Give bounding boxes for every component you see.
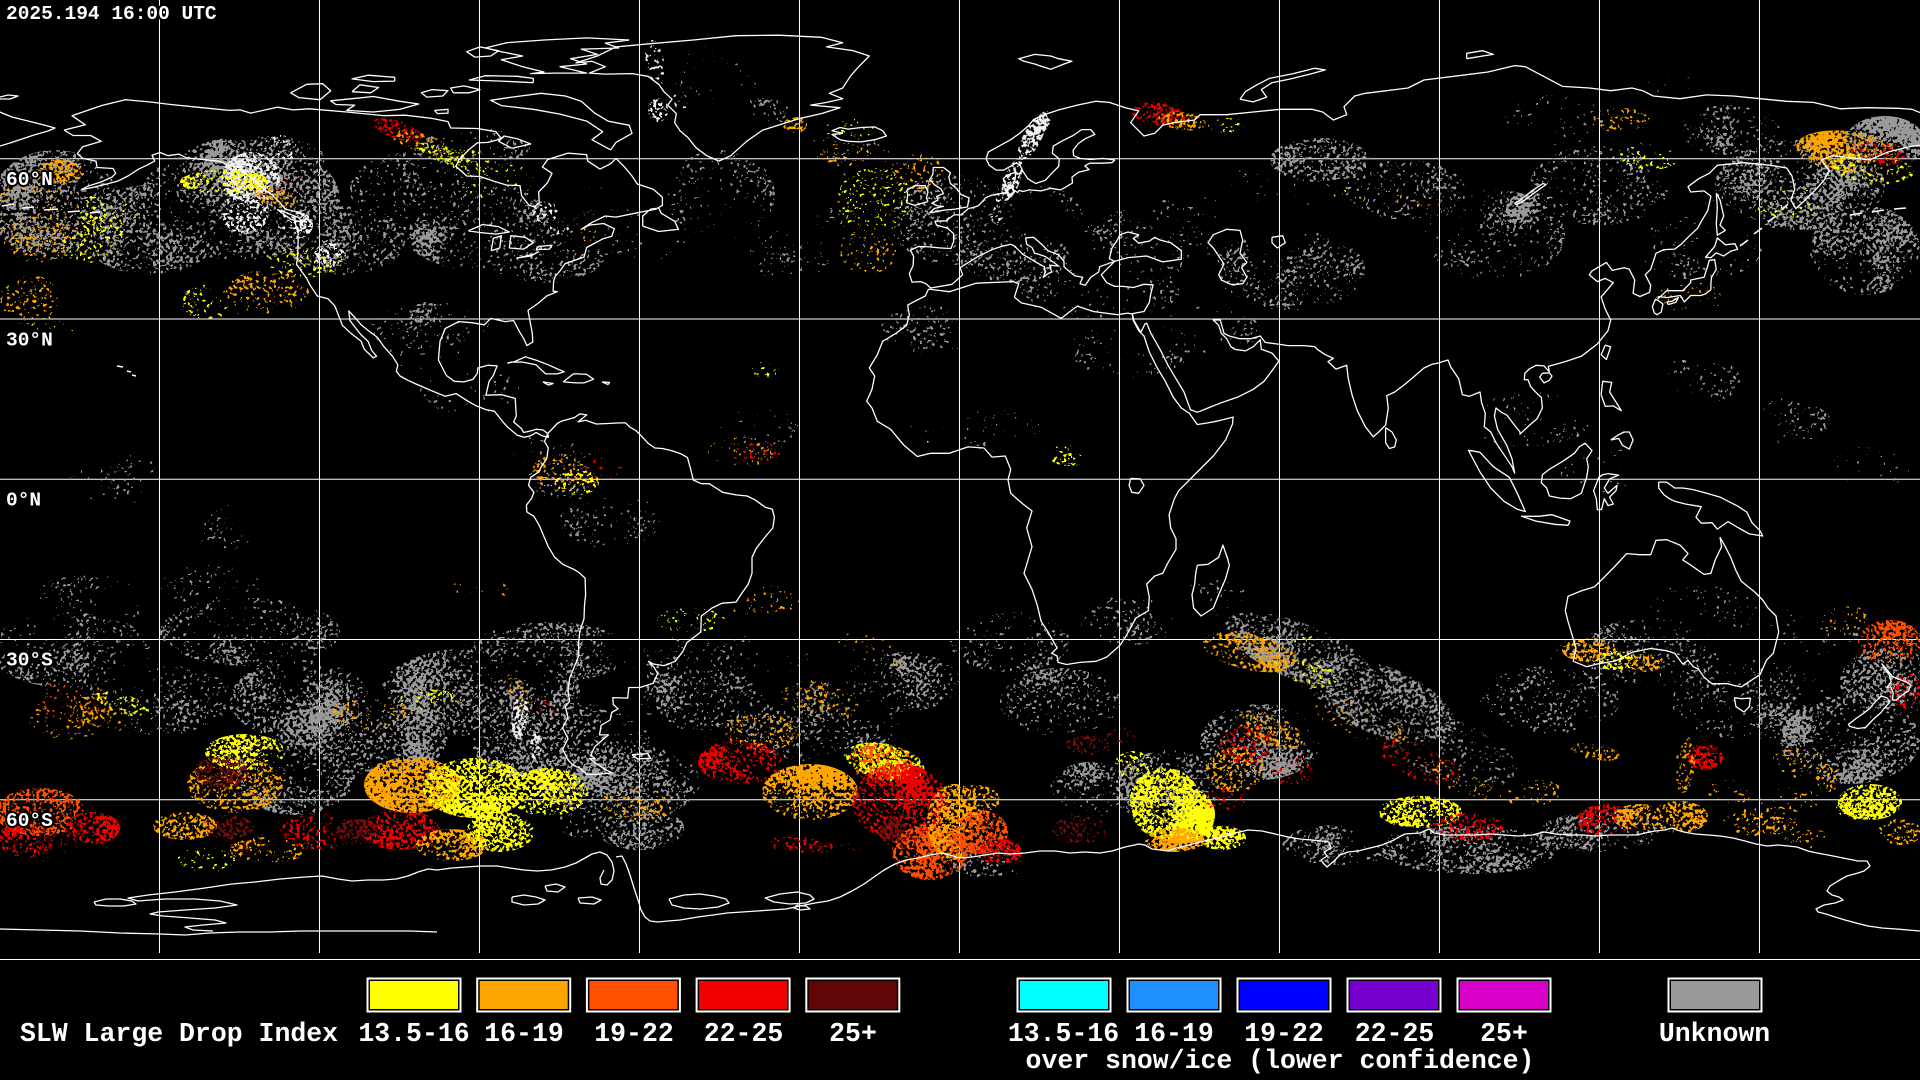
svg-text:2025.194 16:00 UTC: 2025.194 16:00 UTC: [6, 3, 217, 25]
svg-text:over snow/ice (lower confidenc: over snow/ice (lower confidence): [1026, 1046, 1535, 1076]
svg-text:19-22: 19-22: [1244, 1019, 1324, 1049]
svg-text:22-25: 22-25: [1355, 1019, 1435, 1049]
svg-text:60°S: 60°S: [6, 810, 53, 832]
svg-text:30°N: 30°N: [6, 330, 53, 352]
svg-text:16-19: 16-19: [1134, 1019, 1214, 1049]
svg-text:16-19: 16-19: [484, 1019, 564, 1049]
svg-text:Unknown: Unknown: [1659, 1019, 1770, 1049]
svg-text:60°N: 60°N: [6, 169, 53, 191]
svg-text:19-22: 19-22: [594, 1019, 674, 1049]
svg-text:SLW Large Drop Index: SLW Large Drop Index: [20, 1019, 338, 1049]
svg-text:13.5-16: 13.5-16: [358, 1019, 469, 1049]
svg-text:0°N: 0°N: [6, 490, 41, 512]
svg-text:22-25: 22-25: [704, 1019, 784, 1049]
svg-text:13.5-16: 13.5-16: [1008, 1019, 1119, 1049]
svg-text:30°S: 30°S: [6, 650, 53, 672]
svg-text:25+: 25+: [829, 1019, 877, 1049]
svg-text:25+: 25+: [1480, 1019, 1528, 1049]
